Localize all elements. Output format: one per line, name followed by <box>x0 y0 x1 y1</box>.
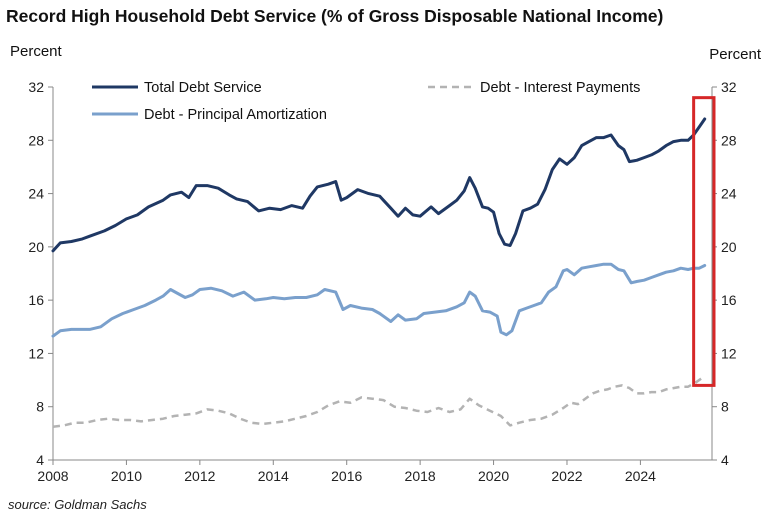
y-axis-title-right: Percent <box>709 46 762 63</box>
y-tick-label-right: 20 <box>721 239 737 255</box>
chart-title: Record High Household Debt Service (% of… <box>6 6 664 26</box>
x-tick-label: 2016 <box>331 468 362 484</box>
x-tick-label: 2014 <box>258 468 289 484</box>
y-tick-label-left: 24 <box>28 186 44 202</box>
series-line-debt-principal-amortization <box>51 262 707 338</box>
y-tick-label-left: 28 <box>28 132 44 148</box>
y-axis-title-left: Percent <box>10 43 63 60</box>
y-tick-label-left: 12 <box>28 345 44 361</box>
y-tick-label-right: 4 <box>721 452 729 468</box>
source-note: source: Goldman Sachs <box>8 497 147 512</box>
y-tick-label-right: 32 <box>721 79 737 95</box>
legend: Total Debt Service Debt - Principal Amort… <box>92 80 640 123</box>
legend-label: Debt - Interest Payments <box>480 80 640 96</box>
series-line-debt-interest-payments <box>52 375 706 428</box>
series-lines <box>51 117 707 428</box>
series-line-total-debt-service <box>51 117 707 253</box>
y-tick-label-left: 8 <box>36 399 44 415</box>
x-tick-label: 2012 <box>184 468 215 484</box>
x-tick-label: 2010 <box>111 468 142 484</box>
x-tick-label: 2020 <box>478 468 509 484</box>
x-tick-label: 2024 <box>625 468 656 484</box>
highlight-box <box>692 96 716 387</box>
highlight-rectangle <box>692 96 716 387</box>
legend-label: Total Debt Service <box>144 80 262 96</box>
y-tick-label-right: 28 <box>721 132 737 148</box>
x-tick-label: 2018 <box>405 468 436 484</box>
y-tick-label-right: 24 <box>721 186 737 202</box>
y-tick-label-right: 12 <box>721 345 737 361</box>
y-tick-label-right: 8 <box>721 399 729 415</box>
y-tick-label-left: 4 <box>36 452 44 468</box>
x-tick-label: 2022 <box>551 468 582 484</box>
y-tick-label-left: 16 <box>28 292 44 308</box>
y-tick-label-right: 16 <box>721 292 737 308</box>
y-tick-label-left: 32 <box>28 79 44 95</box>
legend-label: Debt - Principal Amortization <box>144 107 327 123</box>
x-tick-label: 2008 <box>37 468 68 484</box>
y-tick-label-left: 20 <box>28 239 44 255</box>
